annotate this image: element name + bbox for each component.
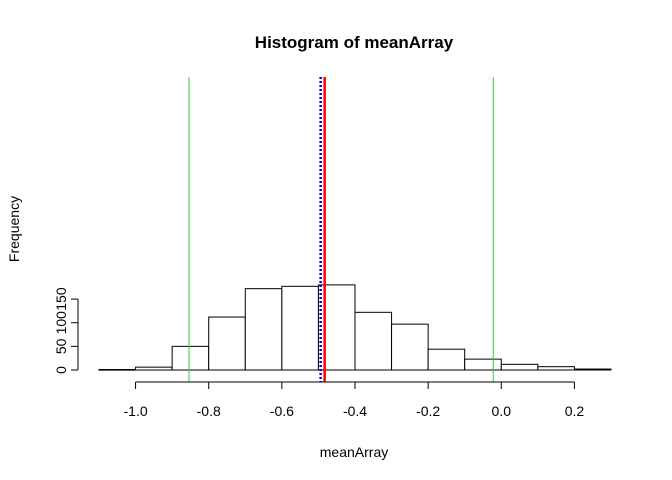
x-tick-label: -0.2 bbox=[416, 403, 440, 419]
x-tick-label: 0.2 bbox=[565, 403, 585, 419]
histogram-bar bbox=[391, 323, 429, 371]
histogram-bar bbox=[244, 288, 283, 371]
histogram-bar bbox=[208, 316, 246, 371]
histogram-bar bbox=[281, 285, 319, 371]
histogram-bar bbox=[464, 358, 502, 371]
y-axis-label: Frequency bbox=[6, 196, 22, 262]
x-tick-label: 0.0 bbox=[492, 403, 512, 419]
histogram-bar bbox=[135, 366, 173, 371]
histogram-bar bbox=[171, 345, 210, 371]
histogram-bar bbox=[537, 366, 575, 371]
histogram-bar bbox=[500, 363, 539, 371]
y-tick-label: 0 bbox=[53, 366, 69, 374]
chart-title: Histogram of meanArray bbox=[255, 33, 454, 52]
x-tick-label: -1.0 bbox=[124, 403, 148, 419]
y-tick-label: 100 bbox=[53, 311, 69, 335]
x-axis: -1.0 -0.8 -0.6 -0.4 -0.2 0.0 0.2 bbox=[124, 381, 585, 419]
x-tick-label: -0.6 bbox=[270, 403, 294, 419]
histogram-bar bbox=[354, 311, 393, 371]
y-tick-label: 150 bbox=[53, 287, 69, 311]
histogram-bar bbox=[427, 348, 466, 371]
y-tick-label: 50 bbox=[53, 338, 69, 354]
x-axis-label: meanArray bbox=[320, 444, 388, 460]
histogram-bar bbox=[573, 368, 612, 371]
histogram-bars bbox=[98, 284, 612, 371]
x-tick-label: -0.4 bbox=[343, 403, 367, 419]
histogram-bar bbox=[98, 369, 137, 371]
x-tick-label: -0.8 bbox=[197, 403, 221, 419]
reference-lines bbox=[188, 77, 494, 382]
